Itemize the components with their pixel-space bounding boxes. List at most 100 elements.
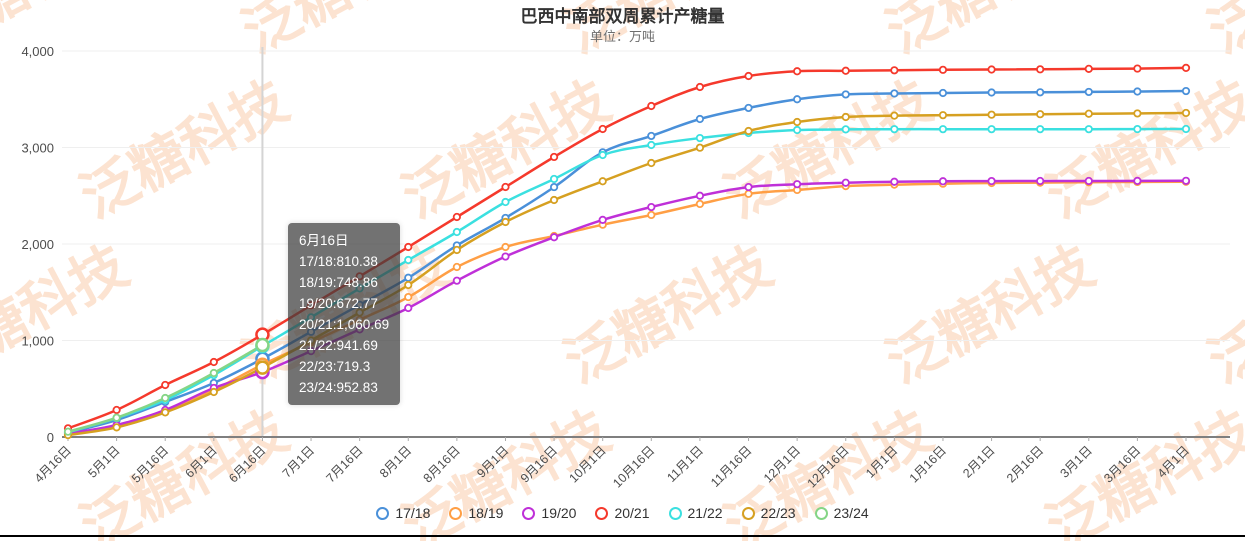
data-point-20-21 [647, 101, 656, 111]
data-point-21-22 [890, 125, 899, 134]
series-line-18-19 [67, 180, 1187, 436]
legend-item-17-18[interactable]: 17/18 [376, 505, 430, 521]
svg-text:8月1日: 8月1日 [377, 443, 414, 480]
data-point-19-20 [452, 276, 461, 285]
data-point-22-23 [1084, 109, 1093, 118]
data-point-22-23 [598, 177, 607, 186]
data-point-17-18 [1133, 87, 1142, 96]
data-point-18-19 [647, 210, 656, 220]
data-point-20-21 [841, 66, 850, 75]
series-line-22-23 [67, 111, 1187, 437]
data-point-22-23 [549, 195, 559, 205]
data-point-21-22 [549, 174, 559, 184]
svg-text:6月16日: 6月16日 [226, 443, 268, 485]
data-point-17-18 [647, 131, 656, 141]
svg-text:10月16日: 10月16日 [610, 443, 657, 490]
data-point-22-23 [841, 112, 850, 122]
data-point-20-21 [938, 65, 948, 74]
data-point-22-23 [890, 111, 899, 120]
tooltip: 6月16日 17/18:810.38 18/19:748.86 19/20:672.7… [288, 223, 401, 405]
x-axis [62, 436, 1230, 441]
series-line-20-21 [67, 66, 1187, 430]
svg-text:12月1日: 12月1日 [761, 443, 803, 485]
tooltip-title: 6月16日 [299, 233, 349, 248]
legend-item-20-21[interactable]: 20/21 [595, 505, 650, 521]
tooltip-row: 20/21:1,060.69 [299, 317, 390, 332]
data-point-23-24 [63, 427, 73, 436]
data-point-21-22 [987, 125, 996, 134]
data-point-21-22 [404, 255, 413, 265]
data-point-19-20 [841, 178, 850, 187]
svg-text:0: 0 [47, 430, 54, 445]
chart-subtitle: 单位：万吨 [589, 29, 655, 44]
svg-text:7月1日: 7月1日 [280, 443, 317, 480]
data-point-20-21 [987, 65, 996, 74]
data-point-22-23 [501, 217, 510, 227]
svg-text:3,000: 3,000 [21, 141, 54, 156]
tooltip-row: 21/22:941.69 [299, 338, 378, 353]
data-point-20-21 [501, 182, 510, 192]
data-point-22-23 [404, 280, 413, 290]
series-19-20 [63, 176, 1191, 438]
data-point-22-23 [112, 423, 121, 432]
data-point-20-21 [793, 67, 802, 76]
legend-marker-icon [449, 506, 463, 520]
series-line-21-22 [67, 127, 1187, 434]
svg-text:4月16日: 4月16日 [32, 443, 74, 485]
data-point-22-23 [695, 143, 705, 152]
data-point-17-18 [1181, 86, 1191, 96]
data-point-19-20 [938, 177, 948, 186]
data-point-20-21 [1036, 65, 1045, 74]
svg-text:9月16日: 9月16日 [518, 443, 560, 485]
legend-label: 18/19 [468, 505, 504, 521]
data-point-17-18 [549, 182, 559, 192]
data-point-21-22 [452, 227, 461, 237]
legend-item-18-19[interactable]: 18/19 [449, 505, 503, 521]
legend-item-19-20[interactable]: 19/20 [522, 505, 576, 521]
data-point-22-23 [938, 111, 948, 120]
legend-label: 21/22 [687, 505, 723, 521]
data-point-19-20 [549, 233, 559, 242]
legend: 17/18 18/19 19/20 20/21 21/22 22/23 23/24 [0, 505, 1245, 521]
data-point-19-20 [1133, 176, 1142, 185]
data-point-17-18 [404, 273, 413, 282]
data-point-20-21 [1084, 64, 1093, 73]
svg-text:5月1日: 5月1日 [85, 443, 122, 480]
svg-text:2,000: 2,000 [21, 237, 54, 252]
data-point-17-18 [938, 88, 948, 98]
legend-item-21-22[interactable]: 21/22 [668, 505, 723, 521]
svg-text:1,000: 1,000 [21, 334, 54, 349]
data-point-22-23 [452, 245, 461, 255]
data-point-19-20 [404, 303, 413, 313]
legend-marker-icon [814, 506, 828, 520]
data-point-19-20 [1181, 176, 1191, 185]
data-point-20-21 [695, 82, 705, 92]
legend-item-22-23[interactable]: 22/23 [741, 505, 796, 521]
data-point-17-18 [1036, 88, 1045, 97]
data-point-21-22 [1181, 124, 1191, 134]
data-point-20-21 [1133, 64, 1142, 73]
legend-marker-icon [376, 506, 390, 520]
data-point-21-22 [647, 140, 656, 150]
svg-text:2月1日: 2月1日 [960, 443, 997, 480]
data-point-17-18 [987, 88, 996, 97]
data-point-22-23 [744, 126, 753, 136]
data-point-22-23 [647, 158, 656, 168]
data-point-17-18 [1084, 87, 1093, 97]
tooltip-row: 22/23:719.3 [299, 359, 371, 374]
data-point-18-19 [501, 242, 510, 252]
data-point-21-22 [841, 125, 850, 134]
data-point-21-22 [1084, 125, 1093, 134]
data-point-19-20 [1036, 176, 1045, 186]
data-point-22-23 [793, 117, 802, 127]
data-point-20-21 [1181, 63, 1191, 72]
data-point-20-21 [161, 380, 170, 390]
data-point-18-19 [744, 189, 753, 198]
svg-text:10月1日: 10月1日 [566, 443, 608, 485]
data-point-21-22 [1036, 125, 1045, 134]
series-20-21 [63, 63, 1191, 433]
legend-item-23-24[interactable]: 23/24 [814, 505, 869, 521]
y-axis-labels: 0 1,000 2,000 3,000 4,000 [21, 44, 54, 445]
